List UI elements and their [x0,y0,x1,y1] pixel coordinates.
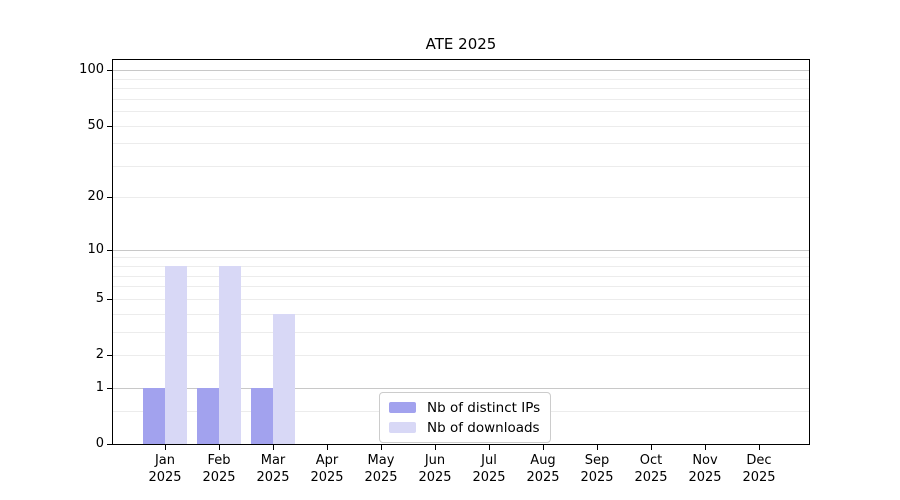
minor-gridline [113,286,809,287]
minor-gridline [113,314,809,315]
y-tick-label: 100 [79,62,104,77]
y-tick-mark [107,444,112,445]
y-tick-label: 5 [95,291,104,306]
legend-label: Nb of downloads [427,419,540,436]
x-tick-mark [651,445,652,450]
x-tick-mark [381,445,382,450]
x-tick-mark [219,445,220,450]
major-gridline [113,250,809,251]
minor-gridline [113,266,809,267]
major-gridline [113,70,809,71]
y-tick-mark [107,126,112,127]
y-tick-label: 10 [87,242,104,257]
x-tick-mark [705,445,706,450]
y-tick-label: 20 [87,189,104,204]
chart-title: ATE 2025 [425,35,497,53]
bar-downloads [219,266,241,444]
y-tick-label: 1 [95,380,104,395]
x-tick-label: Dec 2025 [742,453,776,485]
major-gridline [113,388,809,389]
legend-swatch-downloads [389,422,416,433]
legend-row: Nb of downloads [389,418,540,437]
x-tick-label: Jun 2025 [418,453,452,485]
minor-gridline [113,197,809,198]
y-tick-mark [107,70,112,71]
x-tick-label: Oct 2025 [634,453,668,485]
minor-gridline [113,257,809,258]
y-tick-mark [107,388,112,389]
x-tick-label: Apr 2025 [310,453,344,485]
x-tick-mark [165,445,166,450]
minor-gridline [113,88,809,89]
bar-distinct-ips [197,387,219,444]
y-tick-mark [107,197,112,198]
minor-gridline [113,355,809,356]
x-tick-mark [273,445,274,450]
x-tick-label: Aug 2025 [526,453,560,485]
minor-gridline [113,166,809,167]
x-tick-label: Feb 2025 [202,453,236,485]
y-tick-mark [107,355,112,356]
y-tick-label: 0 [95,436,104,451]
minor-gridline [113,79,809,80]
minor-gridline [113,126,809,127]
minor-gridline [113,332,809,333]
y-tick-mark [107,250,112,251]
x-tick-label: Jul 2025 [472,453,506,485]
bar-downloads [273,313,295,444]
y-tick-label: 2 [95,347,104,362]
bar-distinct-ips [251,387,273,444]
legend-label: Nb of distinct IPs [427,399,541,416]
minor-gridline [113,111,809,112]
y-tick-mark [107,299,112,300]
bar-distinct-ips [143,387,165,444]
x-tick-mark [435,445,436,450]
x-tick-label: May 2025 [364,453,398,485]
x-tick-label: Mar 2025 [256,453,290,485]
minor-gridline [113,143,809,144]
legend-swatch-distinct-ips [389,402,416,413]
x-tick-mark [543,445,544,450]
minor-gridline [113,276,809,277]
legend: Nb of distinct IPs Nb of downloads [379,392,552,443]
minor-gridline [113,99,809,100]
plot-area [112,59,810,445]
legend-row: Nb of distinct IPs [389,398,540,417]
x-tick-label: Sep 2025 [580,453,614,485]
minor-gridline [113,299,809,300]
x-tick-mark [597,445,598,450]
x-tick-label: Jan 2025 [148,453,182,485]
x-tick-mark [759,445,760,450]
x-tick-mark [327,445,328,450]
x-tick-label: Nov 2025 [688,453,722,485]
x-tick-mark [489,445,490,450]
bar-downloads [165,266,187,444]
y-tick-label: 50 [87,118,104,133]
